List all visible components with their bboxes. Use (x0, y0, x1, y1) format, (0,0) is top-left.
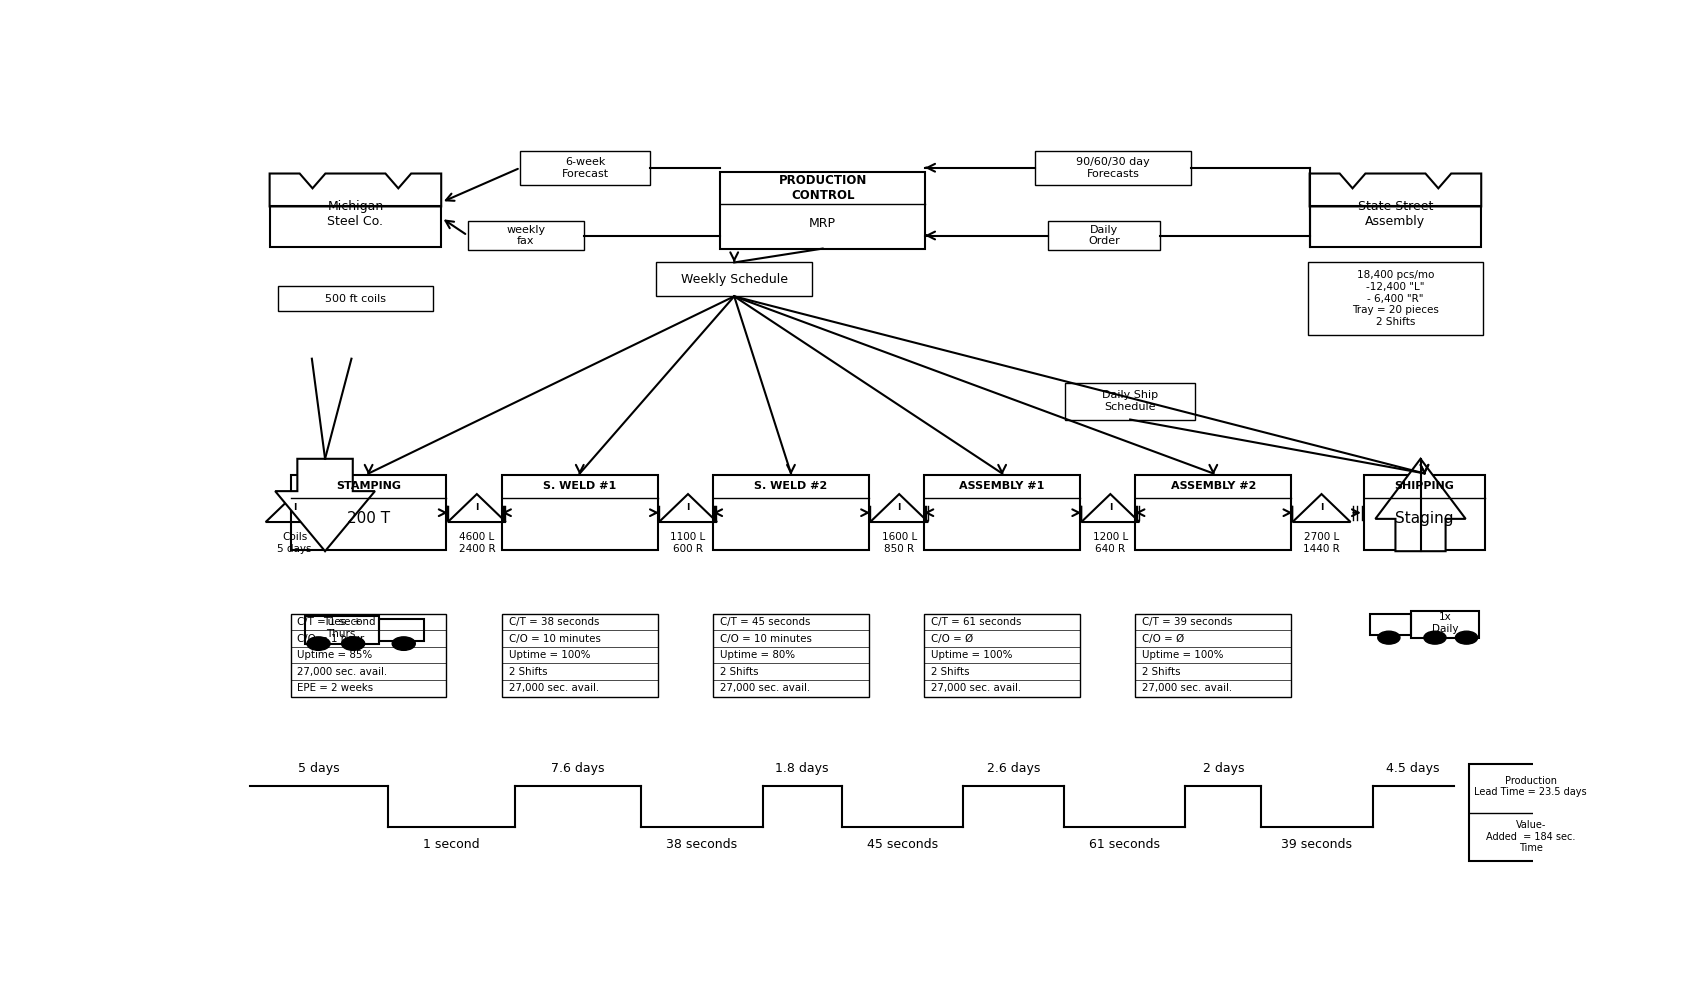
Text: 6-week
Forecast: 6-week Forecast (562, 157, 608, 179)
Text: 27,000 sec. avail.: 27,000 sec. avail. (932, 683, 1022, 693)
Text: I: I (686, 503, 690, 512)
Polygon shape (1376, 459, 1466, 551)
Text: 39 seconds: 39 seconds (1281, 838, 1352, 851)
Text: MRP: MRP (809, 217, 836, 230)
Text: 2 Shifts: 2 Shifts (720, 667, 758, 677)
Text: C/T = 61 seconds: C/T = 61 seconds (932, 617, 1022, 627)
Text: ASSEMBLY #1: ASSEMBLY #1 (959, 481, 1046, 491)
Text: Uptime = 100%: Uptime = 100% (932, 650, 1012, 660)
Text: Value-
Added  = 184 sec.
Time: Value- Added = 184 sec. Time (1487, 820, 1575, 853)
Text: 45 seconds: 45 seconds (867, 838, 938, 851)
Text: I: I (1109, 503, 1112, 512)
Text: ASSEMBLY #2: ASSEMBLY #2 (1170, 481, 1257, 491)
Circle shape (342, 637, 364, 650)
Text: Uptime = 80%: Uptime = 80% (720, 650, 795, 660)
Text: 1100 L
600 R: 1100 L 600 R (671, 532, 705, 554)
Text: Daily
Order: Daily Order (1088, 225, 1119, 246)
Text: S. WELD #2: S. WELD #2 (754, 481, 828, 491)
Text: 4600 L
2400 R: 4600 L 2400 R (458, 532, 496, 554)
Text: 2.6 days: 2.6 days (986, 762, 1041, 775)
Text: 1600 L
850 R: 1600 L 850 R (882, 532, 916, 554)
Text: weekly
fax: weekly fax (506, 225, 545, 246)
Text: 27,000 sec. avail.: 27,000 sec. avail. (1143, 683, 1233, 693)
Text: C/O = Ø: C/O = Ø (932, 634, 972, 644)
Polygon shape (276, 459, 375, 551)
Text: Staging: Staging (1395, 511, 1454, 526)
Text: Production
Lead Time = 23.5 days: Production Lead Time = 23.5 days (1475, 776, 1587, 797)
Text: C/O = 10 minutes: C/O = 10 minutes (509, 634, 601, 644)
Text: C/T = 45 seconds: C/T = 45 seconds (720, 617, 811, 627)
Text: 38 seconds: 38 seconds (666, 838, 737, 851)
Text: I: I (475, 503, 479, 512)
Text: EPE = 2 weeks: EPE = 2 weeks (298, 683, 373, 693)
Text: I: I (293, 503, 296, 512)
Text: C/T = 1 second: C/T = 1 second (298, 617, 376, 627)
Circle shape (307, 637, 330, 650)
Text: Michigan
Steel Co.: Michigan Steel Co. (327, 200, 383, 228)
Text: 2 Shifts: 2 Shifts (509, 667, 547, 677)
Text: I: I (1320, 503, 1323, 512)
Text: Uptime = 100%: Uptime = 100% (509, 650, 589, 660)
Text: Uptime = 100%: Uptime = 100% (1143, 650, 1223, 660)
Text: C/O = 10 minutes: C/O = 10 minutes (720, 634, 812, 644)
Text: S. WELD #1: S. WELD #1 (543, 481, 616, 491)
Text: 2 days: 2 days (1202, 762, 1245, 775)
Text: 1200 L
640 R: 1200 L 640 R (1093, 532, 1127, 554)
Text: C/O = 1 hour: C/O = 1 hour (298, 634, 364, 644)
Text: Tues. +
Thurs.: Tues. + Thurs. (324, 617, 361, 639)
Text: I: I (897, 503, 901, 512)
Text: 90/60/30 day
Forecasts: 90/60/30 day Forecasts (1076, 157, 1150, 179)
Circle shape (1456, 631, 1478, 644)
Text: 500 ft coils: 500 ft coils (325, 294, 387, 304)
Circle shape (1378, 631, 1400, 644)
Text: 200 T: 200 T (347, 511, 390, 526)
Text: C/T = 38 seconds: C/T = 38 seconds (509, 617, 599, 627)
Text: 18,400 pcs/mo
-12,400 "L"
- 6,400 "R"
Tray = 20 pieces
2 Shifts: 18,400 pcs/mo -12,400 "L" - 6,400 "R" Tr… (1352, 270, 1439, 327)
Text: PRODUCTION
CONTROL: PRODUCTION CONTROL (778, 174, 867, 202)
Text: 27,000 sec. avail.: 27,000 sec. avail. (720, 683, 811, 693)
Text: 1 second: 1 second (424, 838, 480, 851)
Text: Coils
5 days: Coils 5 days (278, 532, 312, 554)
Text: 1x
Daily: 1x Daily (1432, 612, 1458, 634)
Text: Uptime = 85%: Uptime = 85% (298, 650, 373, 660)
Text: 2700 L
1440 R: 2700 L 1440 R (1303, 532, 1340, 554)
Text: 27,000 sec. avail.: 27,000 sec. avail. (298, 667, 388, 677)
Text: 5 days: 5 days (298, 762, 341, 775)
Text: 2 Shifts: 2 Shifts (932, 667, 969, 677)
Circle shape (392, 637, 416, 650)
Text: C/O = Ø: C/O = Ø (1143, 634, 1184, 644)
Text: Weekly Schedule: Weekly Schedule (681, 273, 788, 286)
Text: STAMPING: STAMPING (335, 481, 402, 491)
Text: Daily Ship
Schedule: Daily Ship Schedule (1102, 390, 1158, 412)
Circle shape (1424, 631, 1446, 644)
Text: 7.6 days: 7.6 days (552, 762, 605, 775)
Text: 2 Shifts: 2 Shifts (1143, 667, 1180, 677)
Text: 4.5 days: 4.5 days (1386, 762, 1439, 775)
Text: 1.8 days: 1.8 days (775, 762, 829, 775)
Text: 61 seconds: 61 seconds (1090, 838, 1160, 851)
Text: C/T = 39 seconds: C/T = 39 seconds (1143, 617, 1233, 627)
Text: State Street
Assembly: State Street Assembly (1357, 200, 1434, 228)
Text: 27,000 sec. avail.: 27,000 sec. avail. (509, 683, 599, 693)
Text: SHIPPING: SHIPPING (1395, 481, 1454, 491)
